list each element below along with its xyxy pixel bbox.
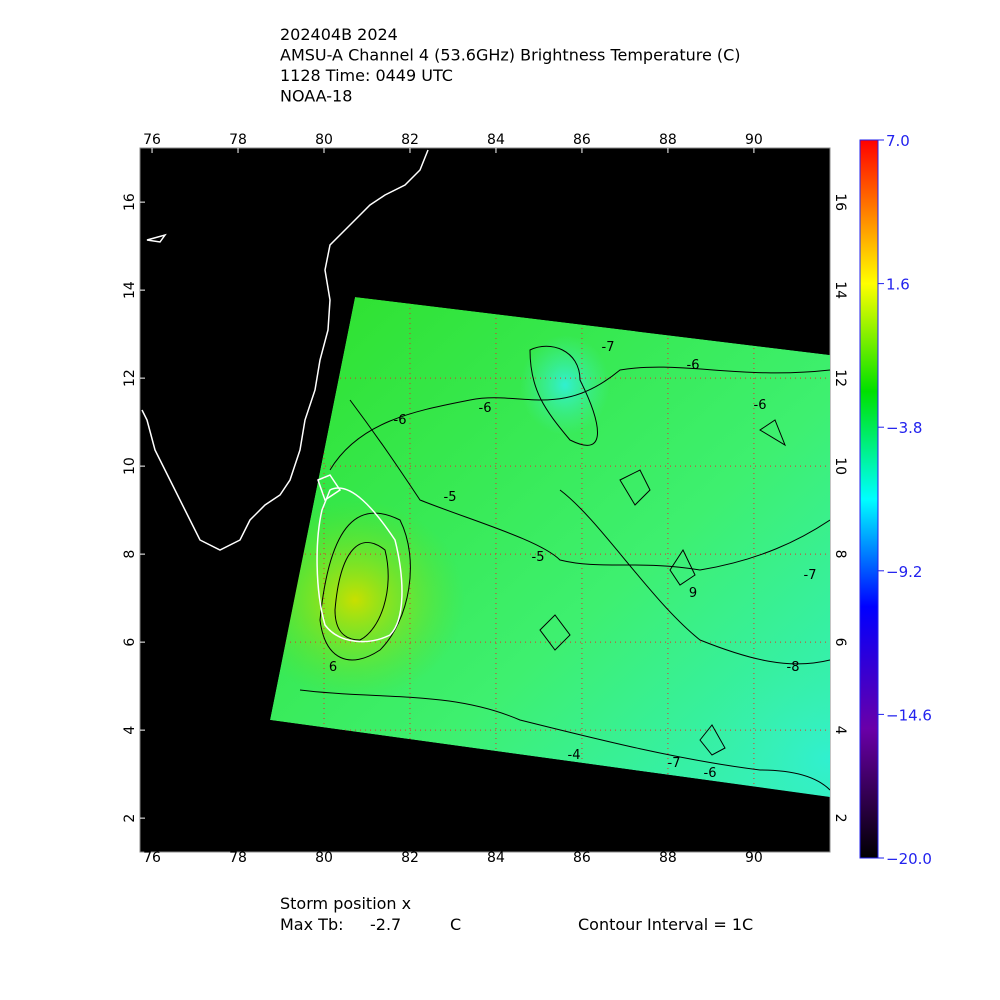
lon-label: 80 <box>315 132 333 148</box>
max-value: -2.7 <box>370 915 401 934</box>
contour-interval: Contour Interval = 1C <box>578 915 753 934</box>
header-line: NOAA-18 <box>280 87 352 106</box>
lon-label: 86 <box>573 850 591 866</box>
lat-label: 12 <box>122 369 138 387</box>
contour-label: -6 <box>687 358 700 373</box>
lat-label: 12 <box>832 369 848 387</box>
contour-label: 6 <box>329 660 337 675</box>
colorbar-ticks: 7.0 1.6 −3.8 −9.2 −14.6 −20.0 <box>878 132 932 868</box>
header-line: 1128 Time: 0449 UTC <box>280 66 453 85</box>
colorbar-label: −3.8 <box>886 419 922 437</box>
lat-label: 4 <box>122 726 138 735</box>
colorbar-label: −9.2 <box>886 563 922 581</box>
lat-label: 10 <box>832 457 848 475</box>
lon-label: 78 <box>229 850 247 866</box>
lon-label: 88 <box>659 850 677 866</box>
contour-label: -7 <box>668 756 681 771</box>
lat-label: 10 <box>122 457 138 475</box>
lat-label: 4 <box>832 726 848 735</box>
lon-label: 90 <box>745 132 763 148</box>
contour-label: -6 <box>754 398 767 413</box>
lon-label: 82 <box>401 850 419 866</box>
colorbar-label: 7.0 <box>886 132 910 150</box>
lat-label: 2 <box>832 814 848 823</box>
lon-label: 78 <box>229 132 247 148</box>
lon-label: 82 <box>401 132 419 148</box>
header: 202404B 2024 AMSU-A Channel 4 (53.6GHz) B… <box>280 25 741 106</box>
lat-label: 8 <box>122 550 138 559</box>
contour-label: -6 <box>394 413 407 428</box>
lat-label: 14 <box>122 281 138 299</box>
colorbar-label: 1.6 <box>886 276 910 294</box>
lat-label: 8 <box>832 550 848 559</box>
colorbar <box>859 139 879 859</box>
contour-label: -5 <box>532 550 545 565</box>
lon-label: 84 <box>487 850 505 866</box>
lat-label: 14 <box>832 281 848 299</box>
lat-label: 16 <box>832 193 848 211</box>
lon-label: 76 <box>143 132 161 148</box>
swath <box>270 297 830 797</box>
lon-label: 86 <box>573 132 591 148</box>
header-line: 202404B 2024 <box>280 25 398 44</box>
coastline <box>141 149 429 643</box>
lat-label: 16 <box>122 193 138 211</box>
contour-labels: -6 -6 -7 -6 -6 -5 -5 6 9 -7 -8 -4 -7 -6 <box>329 340 817 781</box>
header-line: AMSU-A Channel 4 (53.6GHz) Brightness Te… <box>280 46 741 65</box>
lat-label: 6 <box>832 638 848 647</box>
lon-label: 80 <box>315 850 333 866</box>
lon-label: 90 <box>745 850 763 866</box>
contour-label: -7 <box>804 568 817 583</box>
colorbar-label: −20.0 <box>886 850 932 868</box>
storm-position: Storm position x <box>280 894 411 913</box>
lon-label: 76 <box>143 850 161 866</box>
contour-label: -6 <box>479 401 492 416</box>
contour-label: -7 <box>602 340 615 355</box>
colorbar-label: −14.6 <box>886 706 932 724</box>
lat-label: 6 <box>122 638 138 647</box>
contour-label: 9 <box>689 586 697 601</box>
contour-label: -5 <box>444 490 457 505</box>
lon-label: 84 <box>487 132 505 148</box>
max-unit: C <box>450 915 461 934</box>
lat-label: 2 <box>122 814 138 823</box>
contour-label: -4 <box>568 748 581 763</box>
max-label: Max Tb: <box>280 915 343 934</box>
contour-label: -6 <box>704 766 717 781</box>
contour-label: -8 <box>787 660 800 675</box>
lon-label: 88 <box>659 132 677 148</box>
